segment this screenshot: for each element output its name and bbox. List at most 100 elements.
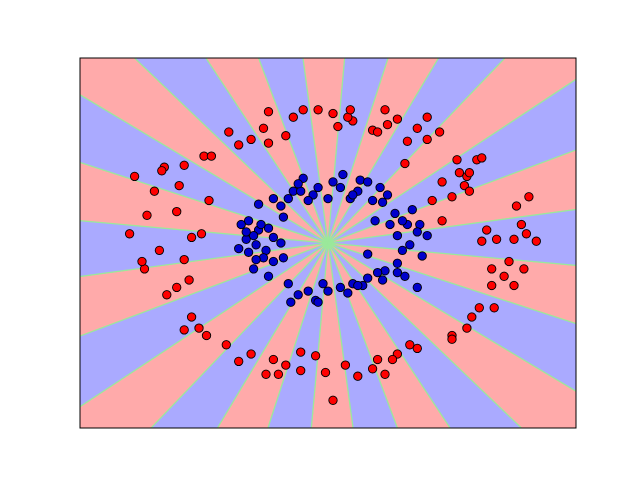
point-class-1 [343,288,353,298]
point-class-0 [296,365,306,376]
point-class-0 [186,312,197,322]
point-class-1 [390,208,400,219]
point-class-0 [194,323,204,333]
point-class-0 [353,371,363,381]
point-class-1 [256,219,266,230]
decision-region-wedge [257,58,329,244]
point-class-0 [491,234,502,244]
point-class-0 [288,112,298,122]
point-class-1 [268,232,279,243]
point-class-0 [519,264,529,274]
decision-region-wedge [80,58,329,244]
point-class-1 [338,169,348,180]
point-class-0 [328,108,338,119]
point-class-0 [380,105,390,115]
point-class-1 [251,240,261,250]
point-class-0 [137,256,147,267]
point-class-1 [392,267,403,278]
point-class-1 [236,219,246,230]
point-class-1 [286,297,296,307]
data-points [124,105,541,405]
point-class-0 [154,245,165,256]
point-class-0 [179,160,189,170]
decision-region-wedge [327,242,451,428]
point-class-1 [243,216,254,226]
point-class-0 [499,271,509,281]
point-class-0 [221,340,231,350]
decision-region-wedge [327,208,576,266]
decision-region-wedge [205,58,329,244]
point-class-1 [382,190,393,200]
point-class-1 [278,253,289,263]
point-class-0 [412,123,422,133]
point-class-1 [353,280,363,291]
point-class-1 [323,193,333,204]
point-class-1 [377,275,388,285]
point-class-0 [298,105,308,115]
point-class-0 [234,356,244,367]
point-class-0 [504,256,514,267]
point-class-0 [380,369,390,379]
point-class-1 [328,177,338,187]
point-class-0 [246,349,256,359]
point-class-0 [174,180,184,191]
point-class-0 [412,343,422,354]
point-class-1 [335,182,346,193]
point-class-0 [328,395,338,405]
point-class-0 [524,192,534,202]
point-class-1 [412,227,422,237]
point-class-0 [162,290,172,300]
point-class-1 [283,279,293,289]
decision-region-wedge [302,58,346,244]
point-class-0 [509,234,519,244]
point-class-0 [372,354,383,365]
point-class-1 [283,193,293,204]
point-class-0 [434,127,445,137]
point-class-1 [377,197,388,207]
point-class-1 [392,230,403,241]
point-class-1 [397,216,408,226]
point-class-0 [179,325,189,335]
point-class-0 [521,229,532,239]
point-class-0 [186,232,197,243]
point-class-1 [363,249,373,259]
point-class-0 [310,351,321,361]
point-class-0 [281,360,291,370]
point-class-0 [392,114,403,124]
point-class-0 [281,131,291,141]
decision-region-wedge [327,242,523,428]
point-class-0 [263,107,274,117]
point-class-1 [293,290,303,300]
point-class-0 [333,121,343,132]
point-class-1 [397,245,408,256]
point-class-0 [263,138,274,148]
point-class-1 [417,251,427,261]
point-class-0 [531,236,541,246]
point-class-1 [253,199,264,209]
point-class-0 [201,330,212,341]
decision-region-wedge [327,78,576,244]
point-class-0 [462,323,472,333]
point-class-0 [427,195,437,206]
point-class-1 [243,247,254,257]
point-class-0 [509,280,519,291]
point-class-0 [313,105,323,115]
point-class-0 [387,354,398,365]
point-class-0 [422,134,432,145]
point-class-1 [363,177,373,187]
point-class-1 [412,282,422,293]
point-class-0 [447,334,457,344]
point-class-0 [234,140,244,150]
point-class-0 [273,369,284,379]
point-class-1 [303,195,313,206]
point-class-1 [251,254,261,265]
decision-region-wedge [80,242,329,337]
decision-region-wedge [327,58,389,244]
point-class-0 [224,127,234,137]
point-class-0 [477,236,487,246]
point-class-0 [261,369,271,379]
point-class-0 [268,354,279,365]
point-class-1 [303,286,313,296]
point-class-1 [293,179,303,189]
point-class-0 [474,303,484,313]
